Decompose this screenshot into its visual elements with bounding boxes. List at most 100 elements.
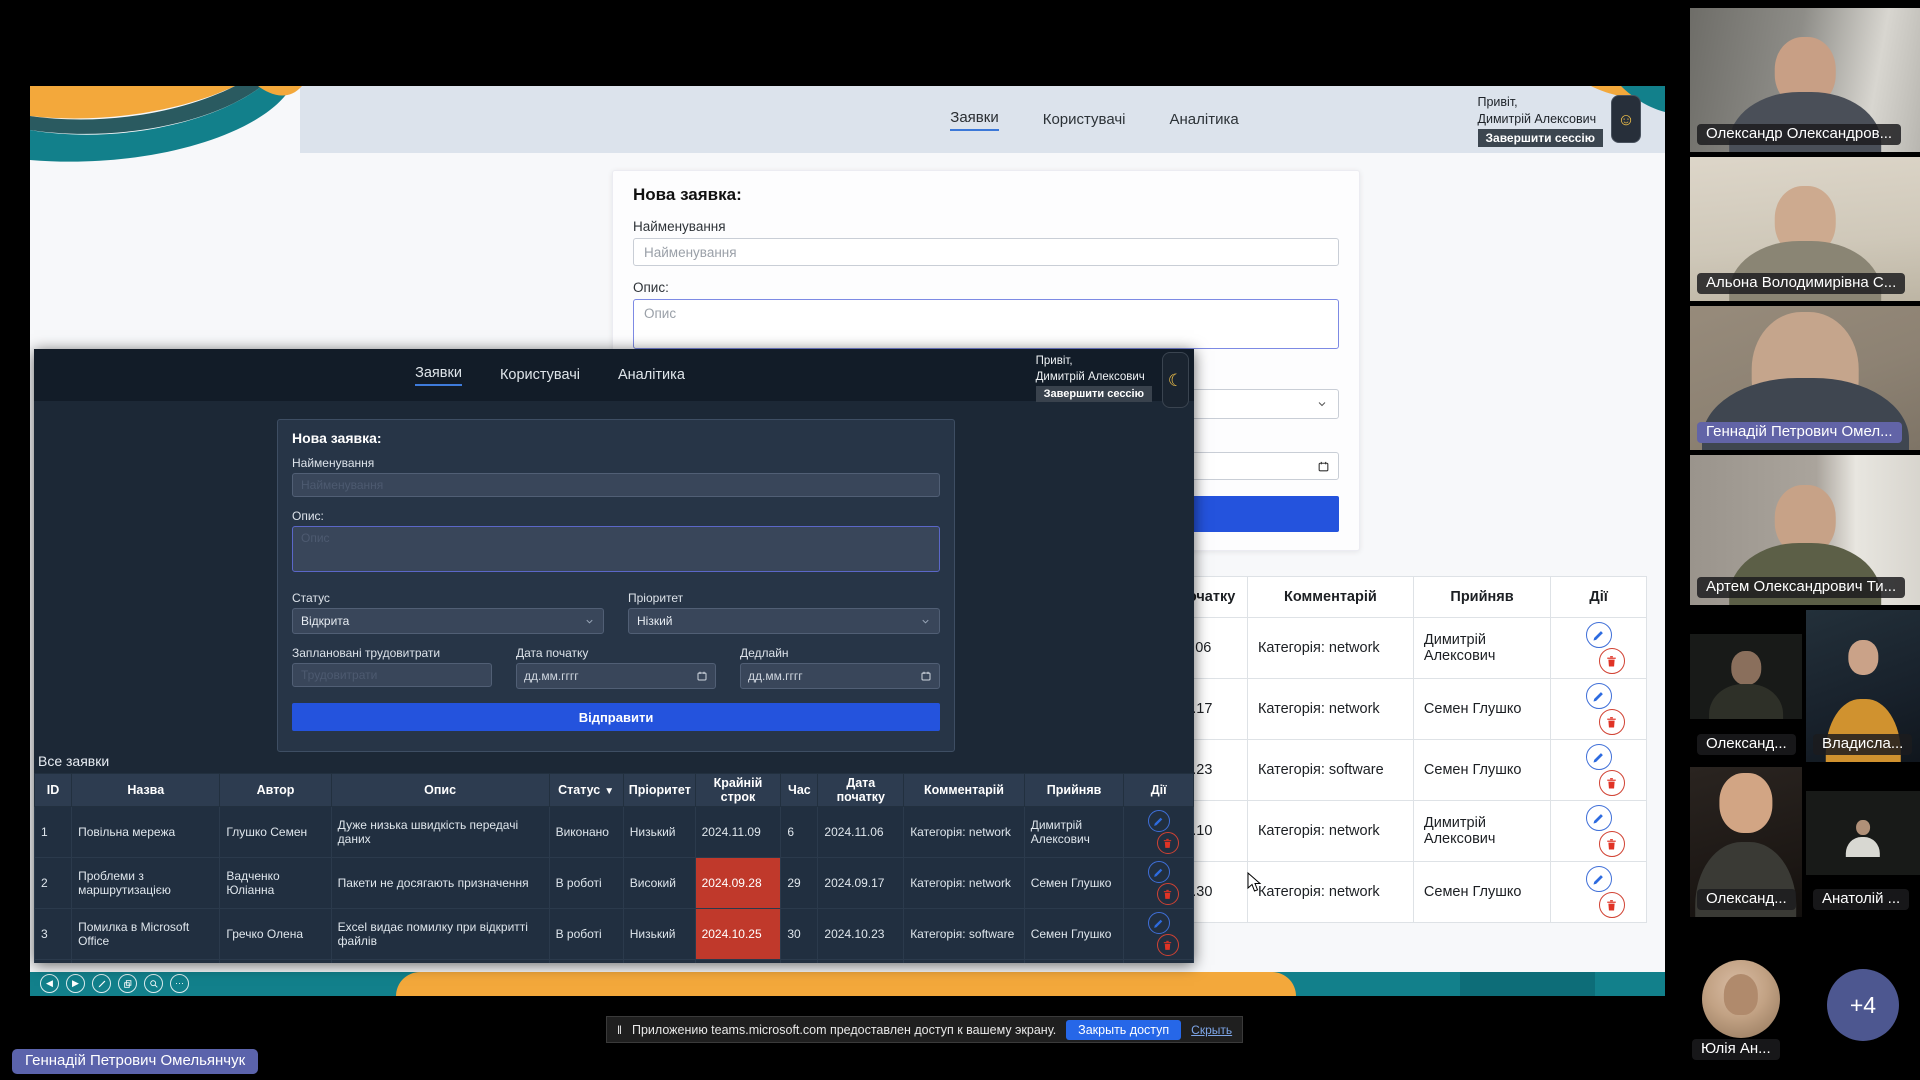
windows-tool-button[interactable] [118, 974, 137, 993]
calendar-icon [1318, 461, 1329, 471]
name-input[interactable] [633, 238, 1339, 266]
edit-button[interactable] [1585, 622, 1612, 648]
participant-tile[interactable]: Юлія Ан... [1690, 940, 1802, 1070]
cell-actions [1550, 678, 1647, 740]
cell-author: Вадченко Юліанна [219, 959, 332, 963]
cell-comment: Категорія: network [903, 959, 1025, 963]
reaction-widget[interactable]: ☾ [1162, 352, 1189, 408]
participant-overflow-tile[interactable]: +4 [1806, 940, 1920, 1070]
forward-button[interactable]: ▶ [66, 974, 85, 993]
cell-status: Виконано [548, 806, 624, 858]
cell-acceptor: Димитрій Алексович [1412, 800, 1552, 862]
name-input[interactable] [292, 473, 940, 497]
delete-button[interactable] [1598, 770, 1625, 796]
cell-deadline: 2024.11.09 [694, 806, 782, 858]
nav-tab-tickets[interactable]: Заявки [950, 109, 999, 131]
col-status[interactable]: Статус▼ [548, 773, 624, 807]
delete-button[interactable] [1156, 934, 1179, 956]
participant-name-label: Анатолій ... [1813, 889, 1910, 910]
cell-start-date: 2024.11.06 [817, 806, 905, 858]
col-id: ID [34, 773, 73, 807]
delete-button[interactable] [1598, 648, 1625, 674]
cell-id: 1 [34, 806, 73, 858]
end-session-button[interactable]: Завершити сессію [1035, 386, 1152, 403]
participant-name-label: Юлія Ан... [1692, 1039, 1780, 1060]
edit-button[interactable] [1147, 912, 1170, 934]
participant-tile[interactable]: Олександр Олександров... [1690, 8, 1920, 152]
delete-button[interactable] [1598, 892, 1625, 918]
all-tickets-title: Все заявки [38, 753, 110, 769]
participant-name-label: Олександр Олександров... [1697, 124, 1902, 145]
participant-tile[interactable]: Геннадій Петрович Омел... [1690, 306, 1920, 450]
start-date-input[interactable]: дд.мм.гггг [516, 663, 716, 689]
participant-tile[interactable]: Владисла... [1806, 610, 1920, 762]
avatar [1702, 960, 1780, 1038]
cell-description: Excel видає помилку при відкритті файлів [330, 908, 550, 960]
cell-id: 3 [34, 908, 73, 960]
col-author: Автор [219, 773, 332, 807]
smiley-icon: ☺ [1617, 109, 1635, 129]
footer-wave-decoration: ◀ ▶ ··· [30, 972, 1665, 996]
edit-button[interactable] [1147, 810, 1170, 832]
col-hours: Час [780, 773, 819, 807]
edit-button[interactable] [1585, 744, 1612, 770]
delete-button[interactable] [1156, 832, 1179, 854]
reaction-widget[interactable]: ☺ [1611, 95, 1641, 143]
description-input[interactable] [292, 526, 940, 572]
cell-acceptor: Димитрій Алексович [1412, 617, 1552, 679]
edit-button[interactable] [1147, 861, 1170, 883]
cell-actions [1123, 806, 1194, 858]
deadline-input[interactable]: дд.мм.гггг [740, 663, 940, 689]
hide-banner-link[interactable]: Скрыть [1191, 1022, 1233, 1037]
submit-button[interactable]: Відправити [292, 703, 940, 731]
stop-sharing-button[interactable]: Закрыть доступ [1066, 1019, 1182, 1040]
pencil-icon [1593, 691, 1603, 701]
nav-tab-tickets[interactable]: Заявки [415, 365, 462, 386]
delete-button[interactable] [1598, 831, 1625, 857]
participant-tile[interactable]: Олександ... [1690, 767, 1802, 917]
nav-links: Заявки Користувачі Аналітика [34, 349, 1130, 401]
cell-actions [1123, 857, 1194, 909]
chevron-down-icon [586, 619, 593, 624]
participant-tile[interactable]: Альона Володимирівна С... [1690, 157, 1920, 301]
trash-icon [1607, 716, 1616, 727]
share-banner-text: Приложению teams.microsoft.com предостав… [631, 1022, 1057, 1037]
footer-teal-shape [1460, 972, 1595, 996]
participant-tile[interactable]: Анатолій ... [1806, 767, 1920, 917]
more-options-button[interactable]: ··· [170, 974, 189, 993]
cell-hours: 30 [780, 908, 819, 960]
edit-button[interactable] [1585, 866, 1612, 892]
pen-tool-button[interactable] [92, 974, 111, 993]
trash-icon [1164, 838, 1172, 848]
pencil-icon [1154, 919, 1163, 928]
deadline-label: Дедлайн [740, 646, 789, 660]
col-deadline: Крайній строк [694, 773, 782, 807]
participant-tile[interactable]: Артем Олександрович Ти... [1690, 455, 1920, 605]
screen-share-banner: ‖ Приложению teams.microsoft.com предост… [606, 1016, 1244, 1043]
effort-input[interactable] [292, 663, 492, 687]
nav-tab-analytics[interactable]: Аналітика [1169, 111, 1239, 128]
chevron-down-icon [922, 619, 929, 624]
nav-tab-users[interactable]: Користувачі [499, 367, 580, 383]
cell-comment: Категорія: software [903, 908, 1025, 960]
nav-tab-users[interactable]: Користувачі [1042, 111, 1126, 128]
status-select[interactable]: Відкрита [292, 608, 604, 634]
edit-button[interactable] [1585, 805, 1612, 831]
form-title: Нова заявка: [633, 185, 742, 204]
priority-select[interactable]: Нізкий [628, 608, 940, 634]
end-session-button[interactable]: Завершити сессію [1477, 128, 1603, 147]
delete-button[interactable] [1156, 883, 1179, 905]
nav-tab-analytics[interactable]: Аналітика [617, 367, 685, 383]
participant-tile[interactable]: Олександ... [1690, 610, 1802, 762]
cell-status: В роботі [548, 857, 624, 909]
col-comment: Комментарій [1246, 576, 1414, 618]
delete-button[interactable] [1598, 709, 1625, 735]
col-acceptor: Прийняв [1023, 773, 1125, 807]
calendar-icon [697, 671, 707, 681]
edit-button[interactable] [1585, 683, 1612, 709]
status-label: Статус [292, 591, 330, 605]
back-button[interactable]: ◀ [40, 974, 59, 993]
description-input[interactable] [633, 299, 1339, 349]
cell-actions [1550, 800, 1647, 862]
magnifier-button[interactable] [144, 974, 163, 993]
